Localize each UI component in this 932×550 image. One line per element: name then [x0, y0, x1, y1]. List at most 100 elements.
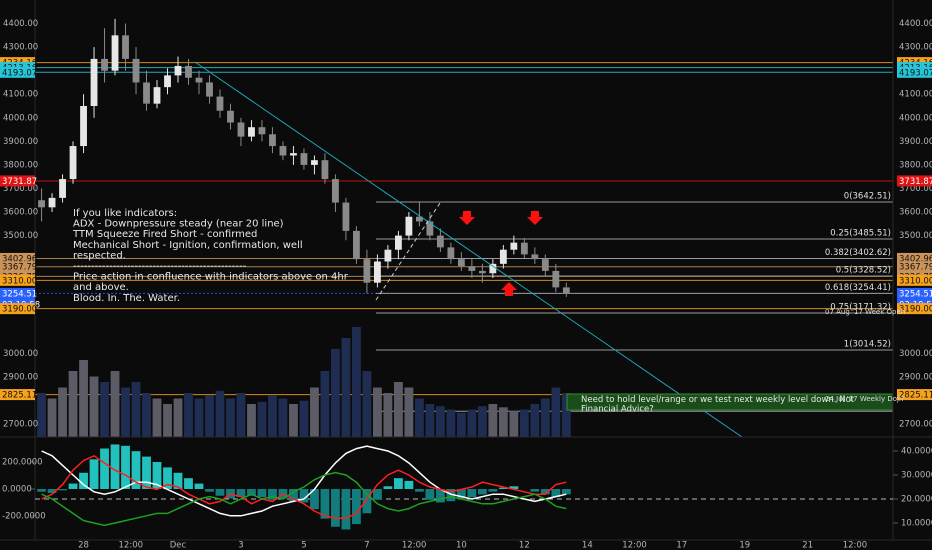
indicator-line	[41, 454, 567, 519]
histogram-bar	[456, 488, 466, 499]
histogram-bar	[299, 488, 309, 503]
x-tick-label: 14	[582, 541, 593, 550]
arrow-down	[459, 211, 475, 225]
annotation-line: respected.	[73, 250, 126, 261]
candle-body	[237, 122, 245, 137]
y-tick-label-left: 3700.00	[3, 184, 38, 194]
histogram-bar	[215, 488, 225, 496]
candle-body	[321, 160, 329, 180]
volume-bar	[393, 382, 403, 437]
histogram-bar	[58, 488, 67, 491]
y-tick-label: 3900.00	[899, 137, 932, 147]
volume-bar	[142, 393, 151, 437]
price-badge	[897, 287, 932, 299]
price-badge	[0, 389, 35, 401]
volume-bar	[58, 387, 67, 437]
volume-bar	[68, 371, 78, 437]
volume-bar	[110, 371, 120, 437]
indicator-y2-label: 40.0000	[901, 447, 932, 457]
indicator-y-label: 0.0000	[2, 484, 32, 494]
candle-body	[436, 235, 444, 248]
volume	[37, 327, 571, 437]
histogram-bar	[173, 472, 183, 489]
y-tick-label: 3700.00	[899, 184, 932, 194]
trend-line	[194, 61, 743, 438]
candle-body	[206, 82, 213, 97]
volume-bar	[477, 406, 487, 437]
x-tick-label: 19	[739, 541, 750, 550]
price-badge-label: 3367.79	[899, 263, 932, 273]
x-tick-label: 12:00	[622, 541, 647, 550]
weekly-doji: 24 Jul '17 Weekly Doji?	[825, 395, 905, 403]
volume-bar	[152, 398, 162, 437]
x-tick-label: 17	[676, 541, 687, 550]
candle-body	[227, 110, 234, 123]
candle-body	[101, 58, 108, 71]
price-badge-label: 3190.00	[899, 305, 932, 315]
annotation-line: ----------------------------------------…	[73, 261, 247, 272]
fib-label: 0.382(3402.62)	[825, 248, 891, 258]
y-tick-label: 3000.00	[899, 349, 932, 359]
price-badge	[897, 303, 932, 315]
histogram-bar	[414, 488, 424, 492]
candle-body	[300, 153, 308, 165]
y-tick-label-left: 3000.00	[3, 349, 38, 359]
volume-bar	[100, 382, 109, 437]
histogram-bar	[100, 448, 109, 489]
candle-body	[311, 160, 318, 165]
candle-body	[342, 202, 350, 231]
candle-body	[478, 270, 486, 274]
indicator-y2-label: 10.0000	[901, 518, 932, 528]
volume-bar	[540, 398, 550, 437]
histogram-bar	[530, 488, 540, 492]
x-tick-label: 12:00	[843, 541, 868, 550]
price-badge	[0, 287, 35, 299]
annotation-line: Price action in confluence with indicato…	[73, 272, 349, 283]
price-badge	[0, 261, 35, 273]
price-badge-label: 3310.00	[899, 276, 932, 286]
candle-body	[457, 259, 465, 267]
candle-body	[90, 58, 98, 107]
x-tick-label: 12:00	[402, 541, 427, 550]
indicator-y2-label: 20.0000	[901, 494, 932, 504]
histogram-bar	[163, 467, 172, 489]
volume-bar	[498, 407, 508, 437]
candle-body	[531, 254, 539, 260]
y-tick-label: 3600.00	[899, 208, 932, 218]
histogram-bar	[47, 488, 57, 494]
price-badge-label: 3731.87	[2, 177, 37, 187]
volume-bar	[341, 338, 351, 437]
candle-body	[38, 200, 45, 208]
x-tick-label: 28	[78, 541, 89, 550]
volume-bar	[435, 406, 445, 437]
candle-body	[80, 106, 87, 147]
volume-bar	[299, 400, 309, 437]
volume-bar	[226, 398, 235, 437]
volume-bar	[310, 387, 319, 437]
y-tick-label-left: 4400.00	[3, 19, 38, 29]
week-open: 07 Aug '17 Week Open	[825, 308, 905, 316]
candle-body	[541, 259, 549, 271]
axis-labels: 4400.00 4400.00 4300.00 4300.00 4100.00 4100.…	[0, 19, 932, 550]
y-tick-label-left: 4000.00	[3, 113, 38, 123]
volume-bar	[37, 393, 46, 437]
price-badge-label: 3310.00	[2, 276, 37, 286]
candle-body	[143, 82, 150, 104]
histogram-bar	[142, 456, 151, 489]
annotation-line: TTM Squeeze Fired Short - confirmed	[72, 229, 257, 240]
y-tick-label: 3500.00	[899, 231, 932, 241]
volume-bar	[184, 393, 193, 437]
volume-bar	[519, 409, 529, 437]
annotation-line: ADX - Downpressure steady (near 20 line)	[73, 219, 284, 230]
x-tick-label: 12	[519, 541, 530, 550]
x-tick-label: 21	[802, 541, 813, 550]
price-badge	[897, 175, 932, 187]
volume-bar	[79, 360, 88, 437]
candle-body	[510, 242, 518, 250]
price-badge	[0, 303, 35, 315]
histogram-bar	[561, 488, 571, 495]
candle-body	[195, 77, 203, 83]
y-tick-label-left: 3600.00	[3, 208, 38, 218]
histogram-bar	[89, 459, 99, 489]
volume-bar	[247, 404, 256, 437]
